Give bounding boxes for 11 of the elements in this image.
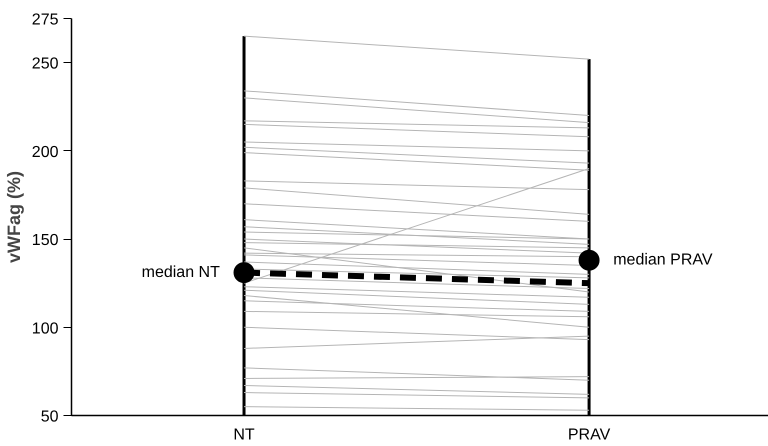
y-tick-label: 275: [32, 12, 59, 28]
y-tick-label: 250: [32, 56, 59, 73]
annotation: median NT: [142, 264, 220, 282]
x-tick-label: NT: [233, 426, 255, 444]
x-tick-label: PRAV: [568, 426, 611, 444]
y-tick-label: 200: [32, 144, 59, 161]
y-tick-label: 50: [40, 408, 59, 426]
y-axis-title: vWFag (%): [4, 170, 24, 263]
annotation: median PRAV: [613, 252, 713, 269]
y-tick-label: 100: [32, 320, 59, 338]
y-tick-label: 150: [32, 232, 59, 250]
